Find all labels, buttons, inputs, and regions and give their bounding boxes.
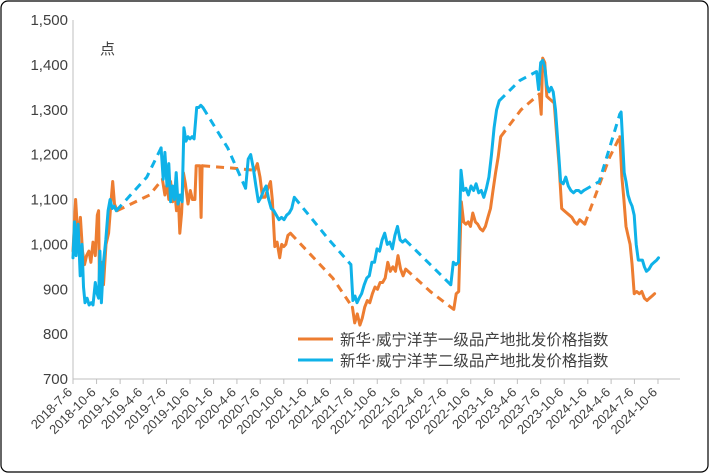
series-1-line-segment xyxy=(618,135,657,302)
series-2-line-segment xyxy=(349,224,407,305)
series-1-dashed-segment xyxy=(404,267,455,311)
series-2-dashed-segment xyxy=(404,238,452,286)
y-tick-label: 1,200 xyxy=(30,147,68,164)
series-2-dashed-segment xyxy=(115,147,163,212)
y-tick-label: 800 xyxy=(43,326,68,343)
series-2-line-segment xyxy=(618,110,660,273)
y-axis: 700 800 900 1,000 1,100 1,200 1,300 1,400 1,500 xyxy=(30,12,74,388)
y-tick-label: 1,100 xyxy=(30,192,68,209)
series-2-dashed-segment xyxy=(498,70,538,102)
series-2-line-segment xyxy=(159,103,205,206)
series-2-dashed-segment xyxy=(201,106,247,189)
series-1-dashed-segment xyxy=(499,92,541,138)
series-2-line-segment xyxy=(449,99,501,287)
series-1-dashed-segment xyxy=(116,178,164,213)
series-1-line-segment xyxy=(253,162,292,260)
series-1-line-segment xyxy=(350,254,408,327)
y-tick-label: 1,400 xyxy=(30,57,68,74)
x-axis: 2018-7-62018-10-62019-1-62019-4-62019-7-… xyxy=(28,378,680,437)
series-1-line-segment xyxy=(71,180,119,298)
legend: 新华·威宁洋芋一级品产地批发价格指数 新华·威宁洋芋二级品产地批发价格指数 xyxy=(298,331,609,370)
y-axis-unit-label: 点 xyxy=(100,40,115,58)
y-tick-label: 1,500 xyxy=(30,12,68,29)
series-2-line-segment xyxy=(244,153,296,222)
legend-label-series-2: 新华·威宁洋芋二级品产地批发价格指数 xyxy=(340,352,609,370)
series-lines xyxy=(71,56,660,327)
legend-label-series-1: 新华·威宁洋芋一级品产地批发价格指数 xyxy=(340,331,609,349)
y-tick-label: 700 xyxy=(43,371,68,388)
series-2-line-segment xyxy=(535,58,586,195)
series-2-line-segment xyxy=(71,198,118,307)
y-tick-label: 1,300 xyxy=(30,102,68,119)
series-2-dashed-segment xyxy=(293,196,353,266)
series-1-line-segment xyxy=(452,135,503,311)
y-tick-label: 900 xyxy=(43,281,68,298)
series-1-dashed-segment xyxy=(583,136,622,225)
series-1-dashed-segment xyxy=(289,232,354,309)
series-2-dashed-segment xyxy=(582,113,622,192)
y-tick-label: 1,000 xyxy=(30,236,68,253)
